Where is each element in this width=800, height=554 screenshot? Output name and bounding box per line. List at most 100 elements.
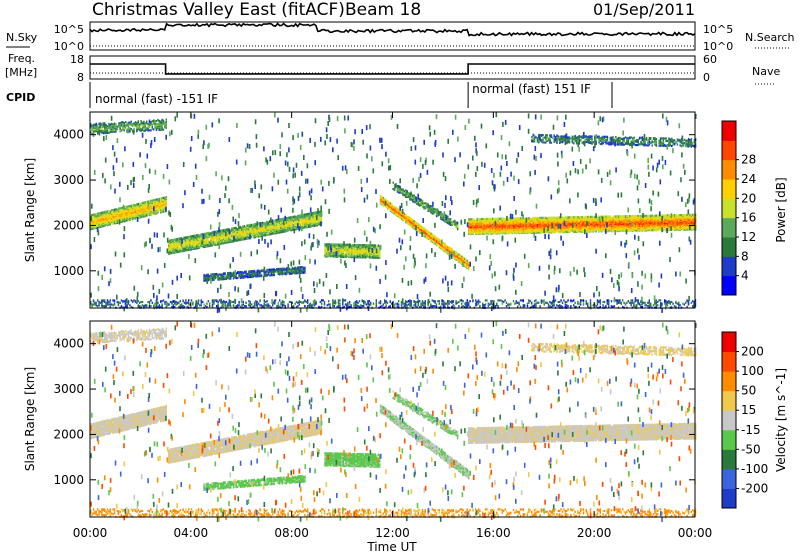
- echo-cell: [229, 231, 232, 234]
- echo-cell: [175, 238, 177, 241]
- echo-cell: [160, 201, 162, 204]
- echo-cell: [153, 199, 155, 202]
- echo-cell: [132, 129, 134, 132]
- echo-cell: [377, 248, 379, 251]
- echo-cell: [217, 273, 219, 276]
- echo-cell: [242, 271, 244, 274]
- echo-cell: [490, 217, 492, 220]
- echo-cell: [389, 202, 392, 205]
- echo-cell: [151, 123, 153, 126]
- echo-cell: [365, 244, 367, 247]
- echo-cell: [381, 196, 383, 199]
- echo-cell: [258, 269, 260, 272]
- nave-top-tick: 60: [703, 53, 717, 66]
- echo-cell: [144, 122, 146, 125]
- echo-cell: [243, 230, 246, 233]
- echo-cell: [112, 130, 114, 133]
- echo-cell: [431, 233, 434, 236]
- echo-cell: [288, 223, 290, 226]
- echo-cell: [175, 243, 177, 246]
- echo-cell: [270, 268, 272, 271]
- echo-cell: [246, 272, 249, 276]
- echo-cell: [417, 228, 420, 231]
- echo-cell: [247, 224, 250, 227]
- echo-cell: [377, 244, 379, 247]
- echo-cell: [141, 128, 144, 131]
- echo-cell: [219, 241, 222, 244]
- echo-cell: [140, 120, 142, 123]
- echo-cell: [417, 200, 420, 203]
- echo-cell: [433, 234, 435, 237]
- echo-cell: [376, 246, 378, 249]
- echo-cell: [289, 220, 292, 223]
- echo-cell: [430, 232, 432, 235]
- echo-cell: [204, 232, 206, 235]
- echo-cell: [140, 128, 142, 131]
- echo-cell: [144, 123, 146, 127]
- echo-cell: [324, 247, 326, 250]
- frequency-panel: [89, 55, 696, 80]
- echo-cell: [339, 243, 342, 246]
- echo-cell: [400, 188, 403, 191]
- echo-cell: [312, 211, 314, 215]
- echo-cell: [175, 251, 177, 254]
- echo-cell: [123, 126, 125, 129]
- echo-cell: [250, 233, 253, 236]
- echo-cell: [266, 268, 268, 271]
- echo-cell: [295, 225, 297, 228]
- echo-cell: [147, 211, 149, 215]
- echo-cell: [226, 240, 229, 243]
- echo-cell: [106, 125, 109, 128]
- echo-cell: [133, 203, 135, 206]
- echo-cell: [183, 236, 185, 239]
- echo-cell: [442, 246, 445, 249]
- echo-cell: [273, 230, 275, 234]
- echo-cell: [153, 122, 155, 125]
- echo-cell: [455, 221, 457, 224]
- echo-cell: [245, 270, 247, 273]
- echo-cell: [219, 229, 222, 232]
- echo-cell: [459, 254, 462, 257]
- echo-cell: [437, 237, 439, 240]
- echo-cell: [317, 222, 320, 225]
- echo-cell: [147, 124, 149, 127]
- echo-cell: [173, 238, 176, 241]
- echo-cell: [176, 249, 178, 252]
- echo-cell: [99, 211, 102, 215]
- echo-cell: [230, 271, 232, 274]
- echo-cell: [426, 229, 428, 232]
- echo-cell: [423, 202, 425, 205]
- echo-cell: [403, 190, 406, 193]
- echo-cell: [281, 217, 283, 220]
- echo-cell: [129, 121, 131, 124]
- echo-cell: [441, 212, 443, 215]
- echo-cell: [248, 270, 250, 273]
- echo-cell: [245, 226, 247, 229]
- echo-cell: [232, 227, 234, 230]
- echo-cell: [274, 219, 276, 222]
- echo-cell: [356, 243, 358, 247]
- echo-cell: [449, 218, 452, 221]
- echo-cell: [140, 205, 142, 208]
- echo-cell: [151, 125, 153, 129]
- echo-cell: [182, 244, 184, 247]
- echo-cell: [108, 122, 110, 125]
- echo-cell: [226, 228, 229, 231]
- echo-cell: [113, 130, 116, 133]
- echo-cell: [108, 209, 110, 213]
- echo-cell: [98, 126, 100, 129]
- echo-cell: [297, 266, 299, 269]
- echo-cell: [292, 225, 295, 228]
- echo-cell: [143, 129, 145, 132]
- echo-cell: [290, 272, 292, 275]
- echo-cell: [260, 227, 262, 230]
- echo-cell: [183, 239, 185, 243]
- echo-cell: [136, 124, 138, 127]
- echo-cell: [253, 233, 255, 236]
- echo-cell: [111, 125, 113, 129]
- echo-cell: [257, 224, 260, 227]
- echo-cell: [155, 119, 158, 123]
- echo-cell: [334, 243, 336, 246]
- echo-cell: [126, 130, 128, 133]
